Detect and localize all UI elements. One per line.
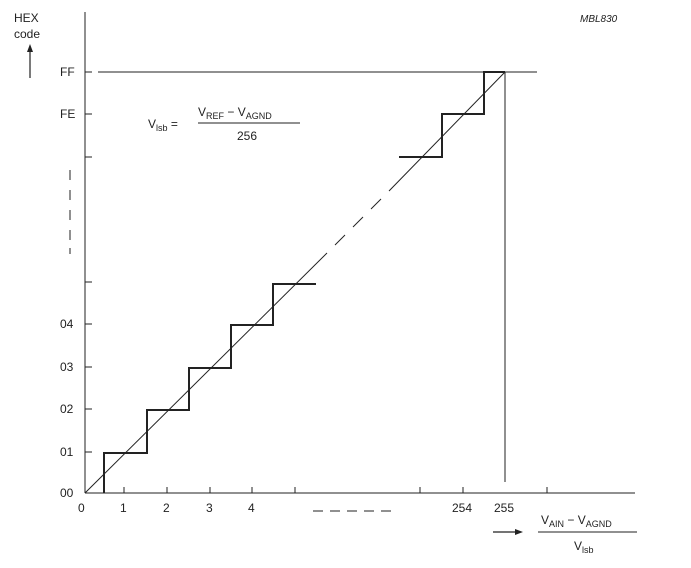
formula-num-minus: − [224, 105, 238, 119]
x-label-den-sub: lsb [582, 545, 594, 555]
staircase-upper [399, 71, 505, 158]
x-tick-label-255: 255 [494, 501, 514, 515]
formula-num-v: V [198, 105, 206, 119]
formula-num-sub1: REF [206, 111, 225, 121]
x-label-den-v: V [574, 539, 582, 553]
x-tick-label-0: 0 [78, 501, 85, 515]
svg-text:Vlsb: Vlsb [574, 539, 594, 555]
x-label-num-v: V [541, 513, 549, 527]
x-tick-label-3: 3 [206, 501, 213, 515]
y-tick-label-fe: FE [60, 107, 75, 121]
staircase-lower [103, 283, 316, 493]
x-tick-label-254: 254 [452, 501, 472, 515]
x-axis-label: VAIN − VAGND Vlsb [493, 513, 637, 555]
lsb-formula: Vlsb = VREF − VAGND 256 [148, 105, 300, 143]
x-tick-label-1: 1 [120, 501, 127, 515]
x-label-num-minus: − [564, 513, 578, 527]
y-axis-arrow-icon [27, 44, 33, 78]
svg-text:Vlsb =: Vlsb = [148, 117, 178, 133]
formula-equals: = [168, 117, 178, 131]
formula-lhs-sub: lsb [156, 123, 168, 133]
formula-denominator: 256 [237, 129, 257, 143]
x-axis-arrow-icon [493, 529, 523, 535]
y-tick-label-04: 04 [60, 317, 74, 331]
svg-text:VAIN − VAGND: VAIN − VAGND [541, 513, 612, 529]
formula-num-v2: V [238, 105, 246, 119]
y-axis-title-line1: HEX [14, 11, 39, 25]
ideal-line-dashed [334, 198, 382, 246]
y-tick-label-01: 01 [60, 445, 74, 459]
x-tick-label-4: 4 [248, 501, 255, 515]
ideal-line-lower [84, 252, 328, 494]
formula-num-sub2: AGND [246, 111, 273, 121]
y-axis-title-line2: code [14, 27, 40, 41]
y-tick-label-02: 02 [60, 402, 74, 416]
x-label-num-sub1: AIN [549, 519, 564, 529]
x-tick-label-2: 2 [163, 501, 170, 515]
x-label-num-sub2: AGND [586, 519, 613, 529]
figure-id: MBL830 [580, 14, 618, 25]
y-tick-label-00: 00 [60, 486, 74, 500]
y-tick-label-03: 03 [60, 360, 74, 374]
x-axis-ticks [123, 487, 548, 493]
ideal-line-upper [388, 71, 506, 192]
formula-lhs-v: V [148, 117, 156, 131]
x-label-num-v2: V [578, 513, 586, 527]
y-axis-ticks [85, 71, 92, 453]
svg-text:VREF − VAGND: VREF − VAGND [198, 105, 272, 121]
y-tick-label-ff: FF [60, 65, 75, 79]
